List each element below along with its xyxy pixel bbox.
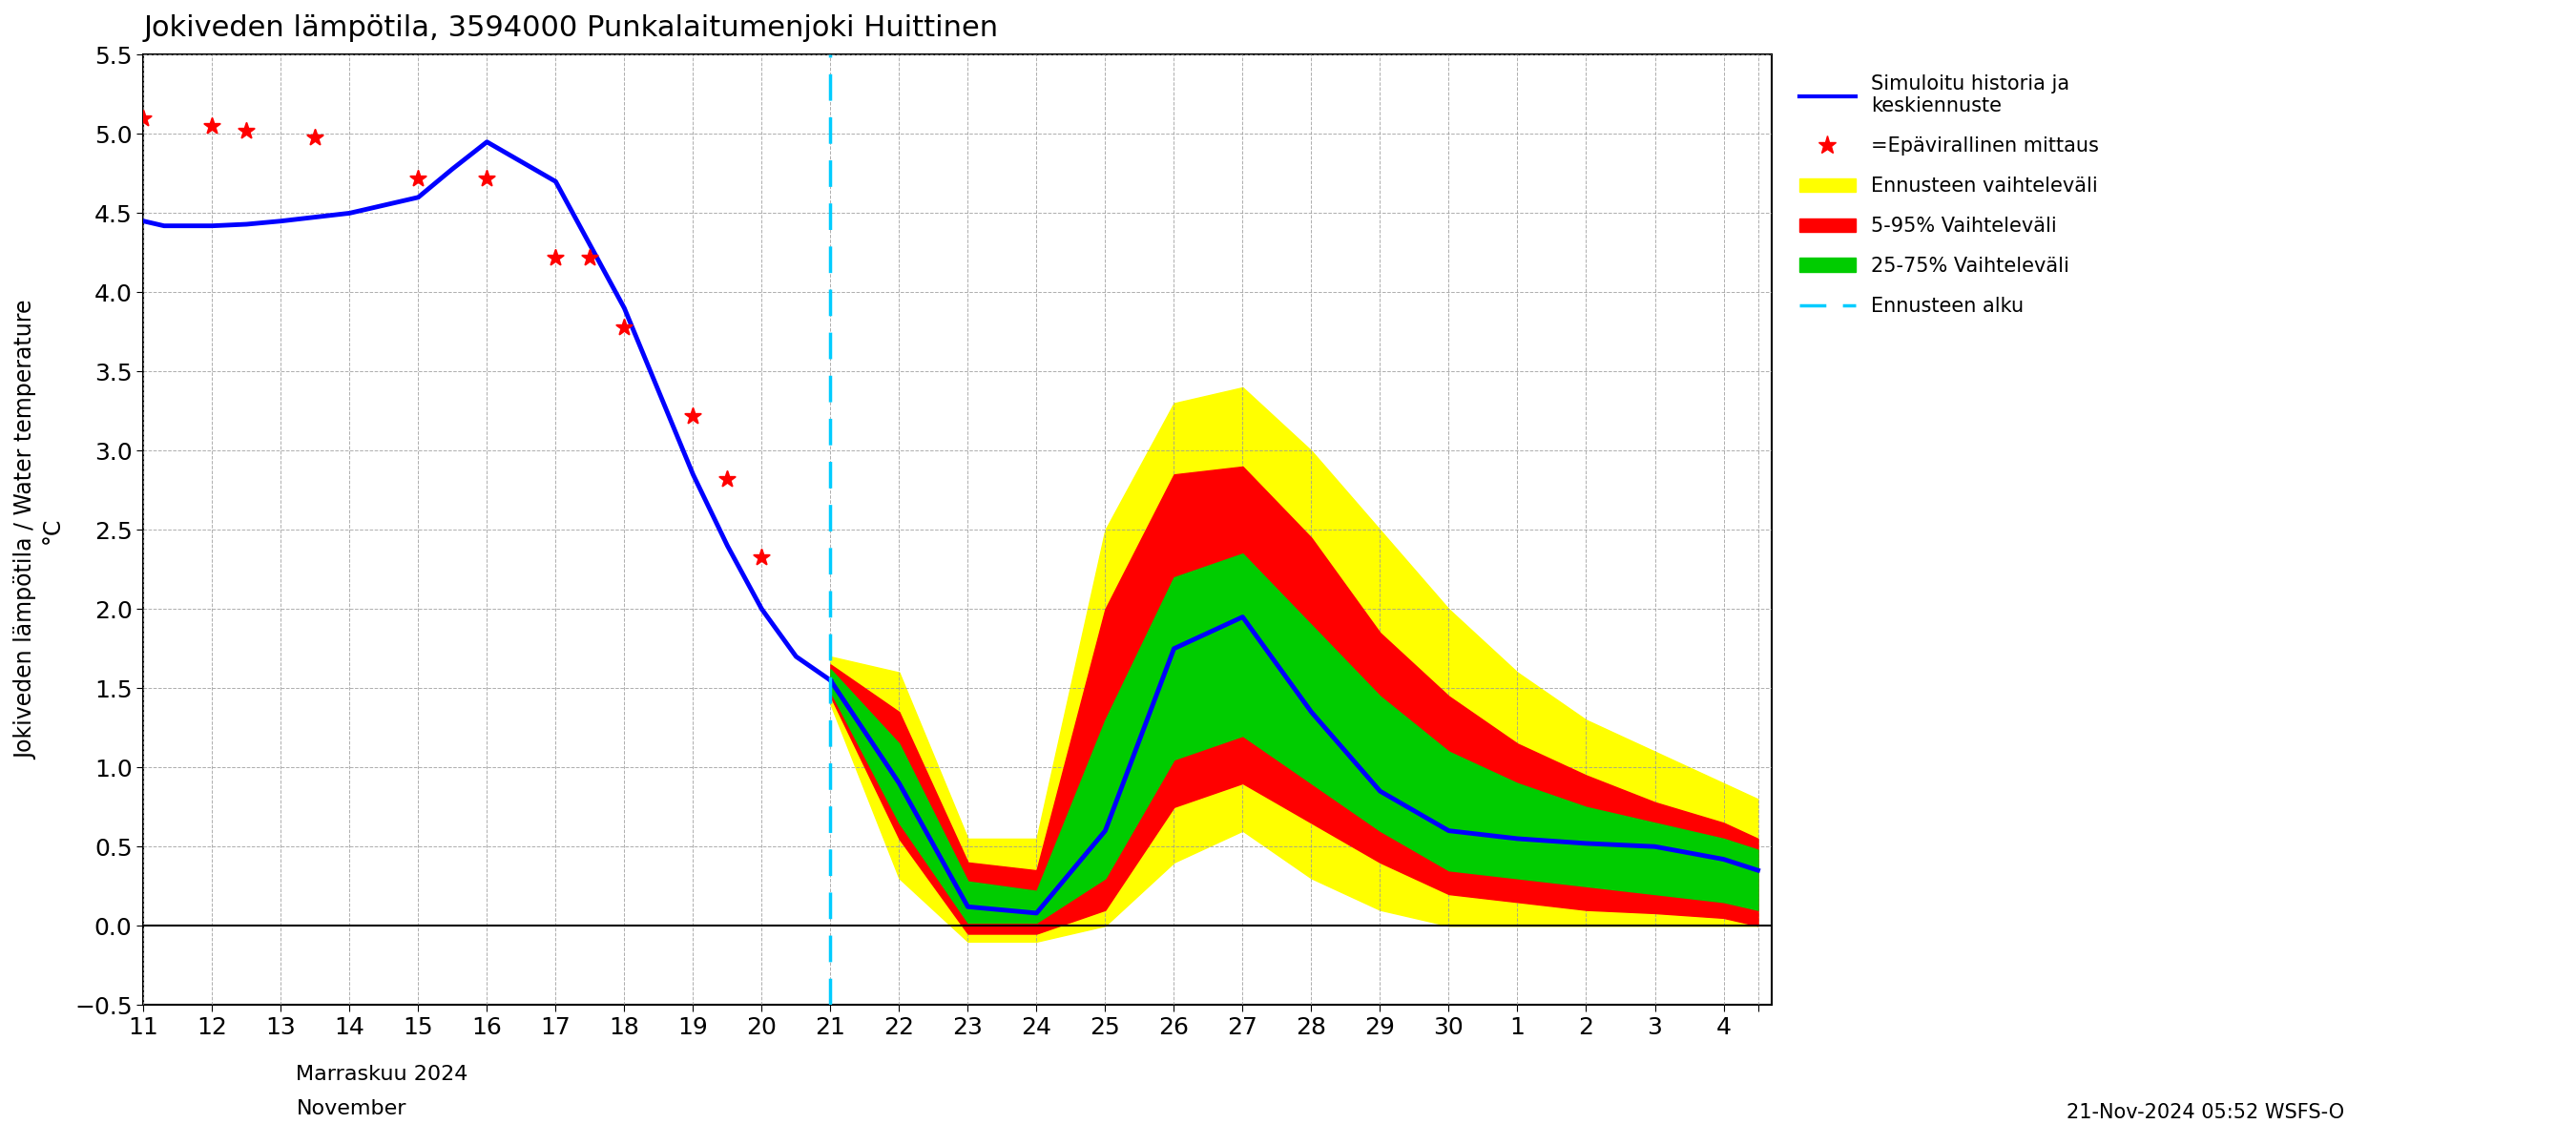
Point xyxy=(124,109,165,127)
Point xyxy=(706,471,747,489)
Y-axis label: Jokiveden lämpötila / Water temperature
°C: Jokiveden lämpötila / Water temperature … xyxy=(15,300,64,759)
Point xyxy=(536,248,577,267)
Text: Marraskuu 2024: Marraskuu 2024 xyxy=(296,1065,469,1084)
Point xyxy=(294,128,335,147)
Point xyxy=(603,318,644,337)
Point xyxy=(191,117,232,135)
Text: Jokiveden lämpötila, 3594000 Punkalaitumenjoki Huittinen: Jokiveden lämpötila, 3594000 Punkalaitum… xyxy=(144,14,999,42)
Point xyxy=(742,547,783,566)
Point xyxy=(466,169,507,188)
Text: 21-Nov-2024 05:52 WSFS-O: 21-Nov-2024 05:52 WSFS-O xyxy=(2066,1103,2344,1122)
Point xyxy=(397,169,438,188)
Point xyxy=(227,121,268,140)
Legend: Simuloitu historia ja
keskiennuste, =Epävirallinen mittaus, Ennusteen vaihtelevä: Simuloitu historia ja keskiennuste, =Epä… xyxy=(1790,65,2110,325)
Text: November: November xyxy=(296,1099,407,1119)
Point xyxy=(569,248,611,267)
Point xyxy=(672,406,714,425)
